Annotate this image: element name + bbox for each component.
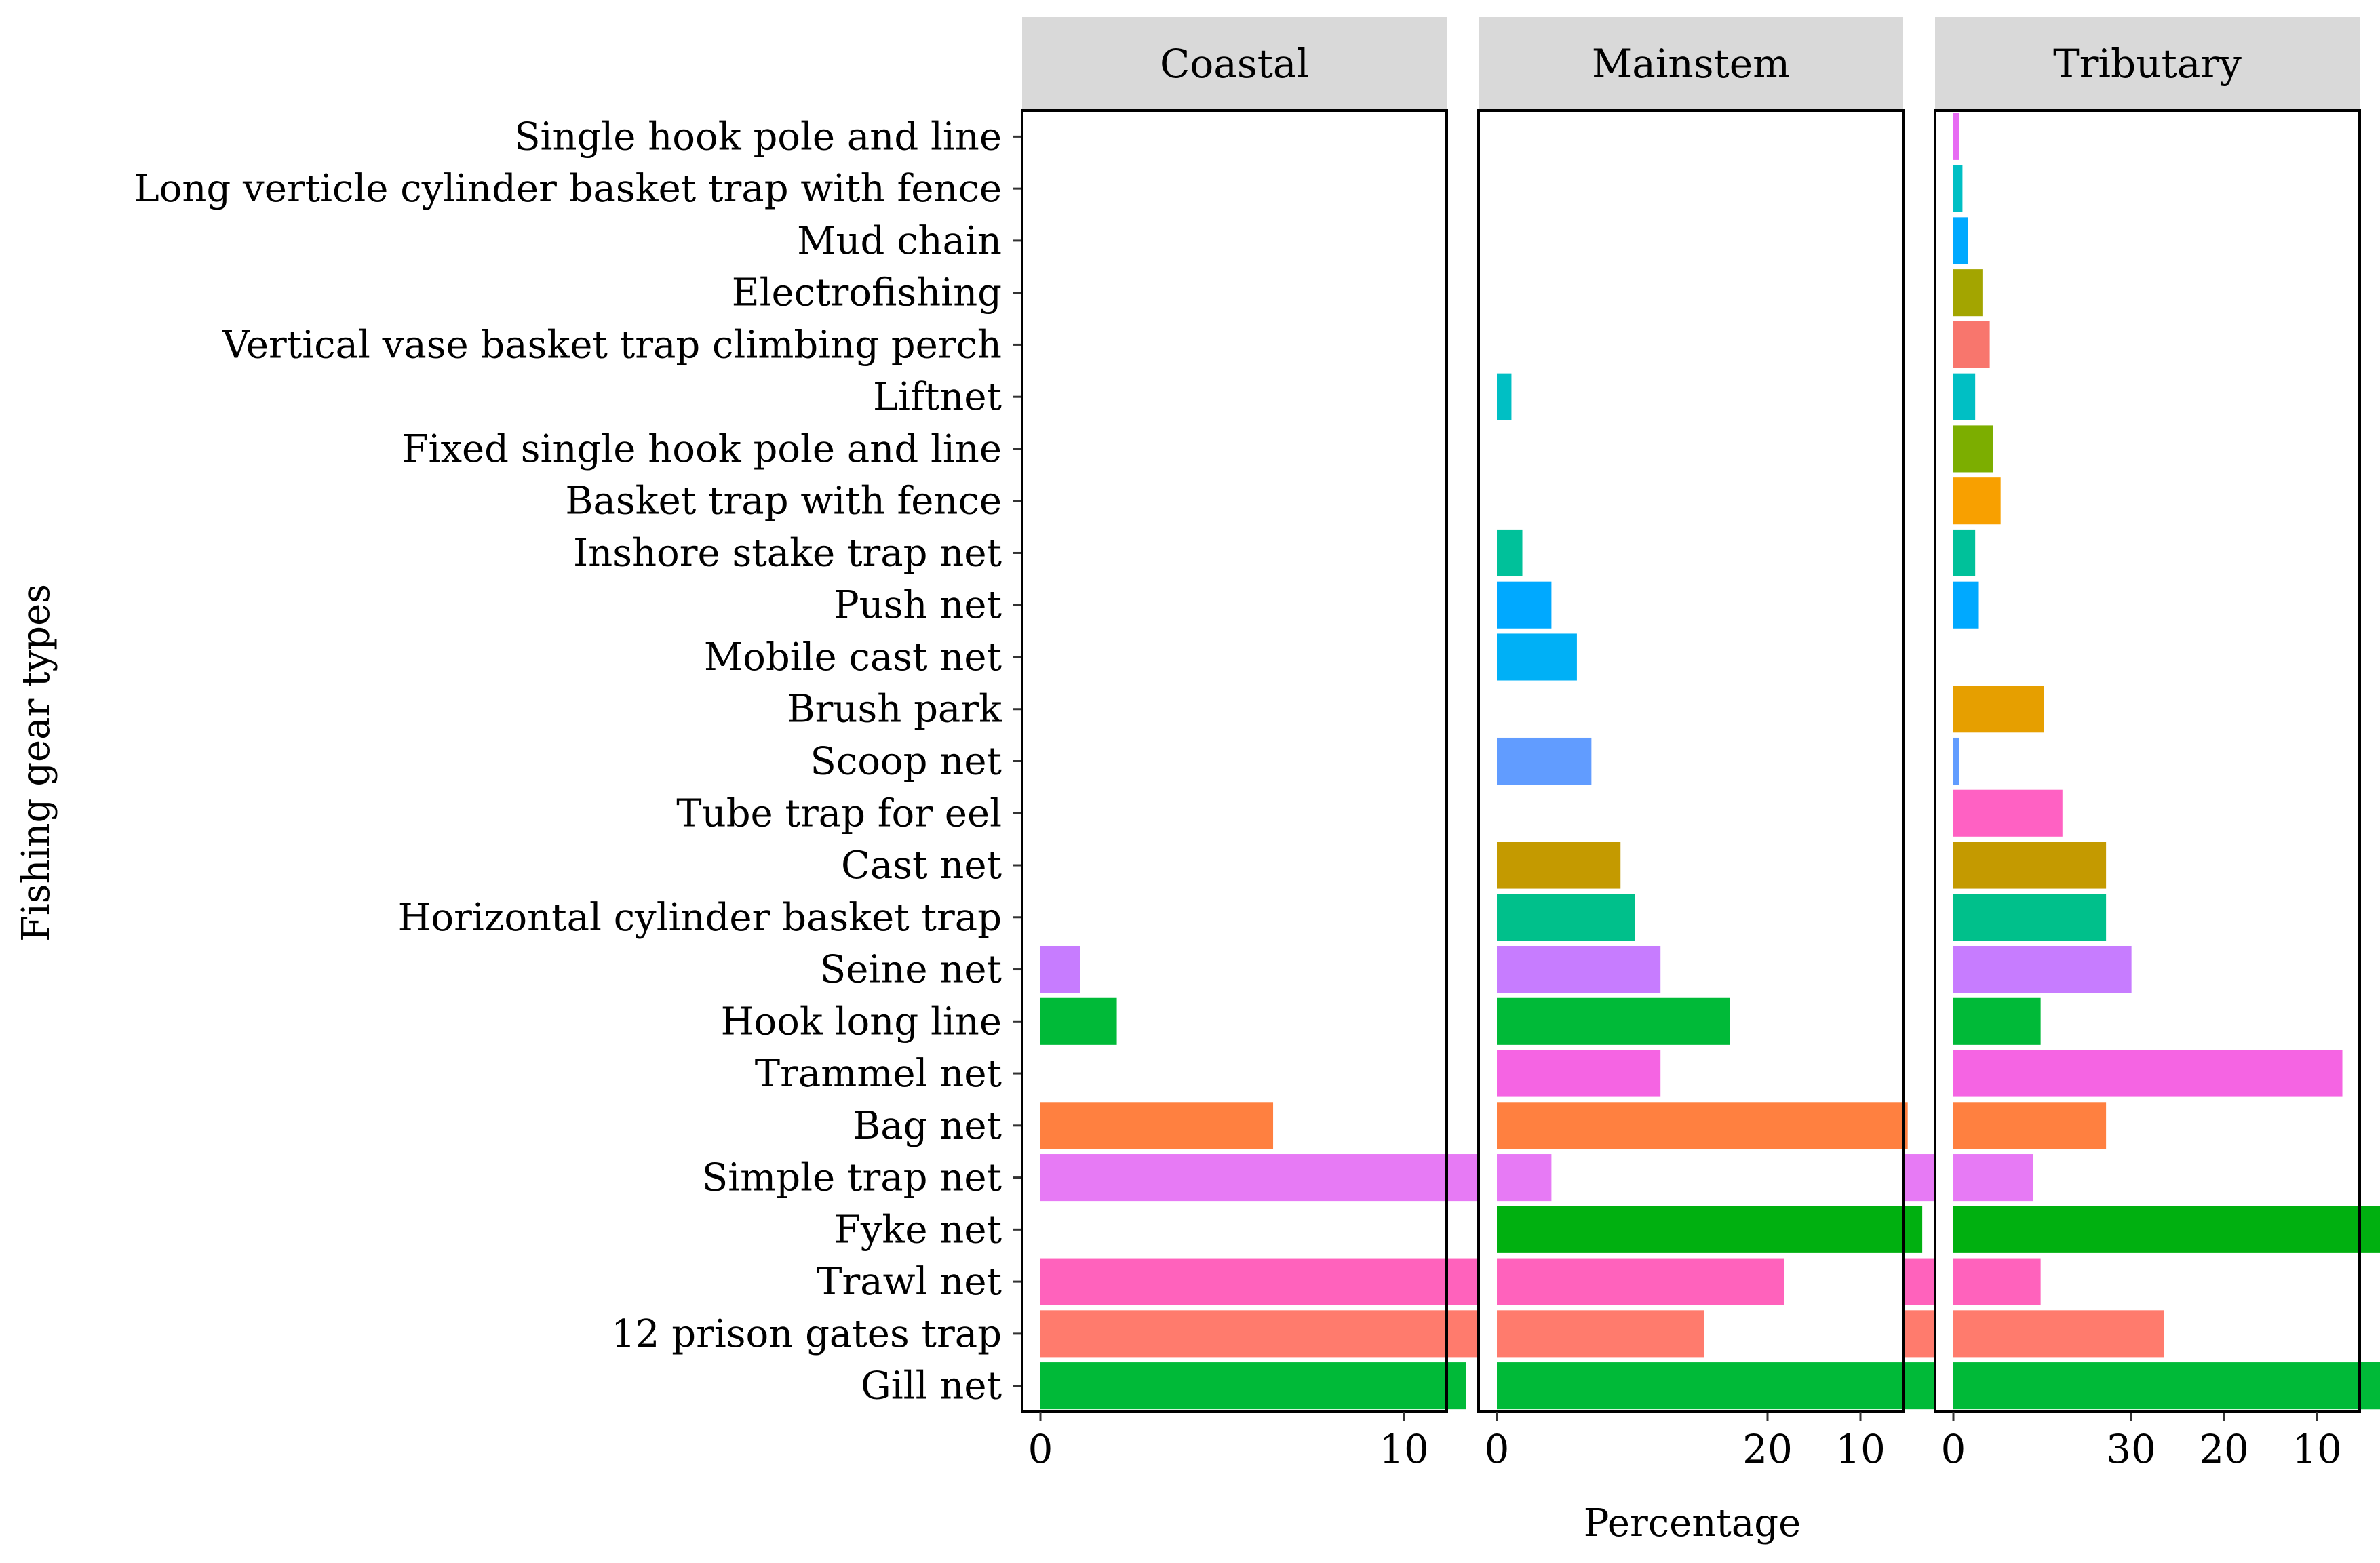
bar — [1040, 997, 1117, 1045]
panel-border — [1477, 109, 1905, 1413]
bar — [1497, 1258, 1784, 1305]
facet-strip — [1022, 17, 1447, 111]
bar — [1953, 269, 1983, 317]
bar — [1497, 373, 1512, 420]
bar — [1953, 1206, 2380, 1253]
bar — [1953, 997, 2041, 1045]
bar — [1953, 789, 2063, 837]
y-tick-label: Fyke net — [834, 1208, 1002, 1252]
bar — [1953, 842, 2107, 889]
x-tick-label: 10 — [2292, 1426, 2342, 1472]
bar — [1953, 477, 2001, 525]
panel-border — [1934, 109, 2361, 1413]
y-tick-label: Scoop net — [810, 740, 1002, 784]
y-tick-label: Gill net — [861, 1364, 1002, 1408]
y-axis-title: Fishing gear types — [14, 584, 58, 942]
x-tick-label: 0 — [1941, 1426, 1966, 1472]
bar — [1953, 1258, 2041, 1305]
bar — [1497, 633, 1577, 681]
y-tick-label: Mud chain — [797, 219, 1002, 263]
panel-background — [1022, 111, 1447, 1412]
y-tick-label: Horizontal cylinder basket trap — [398, 896, 1002, 940]
x-tick-label: 0 — [1028, 1426, 1053, 1472]
x-tick-label: 0 — [1485, 1426, 1510, 1472]
y-tick-label: Bag net — [853, 1104, 1002, 1148]
facet-label: Tributary — [2053, 41, 2242, 87]
y-tick-label: Seine net — [820, 948, 1002, 992]
x-axis-title: Percentage — [1584, 1501, 1801, 1545]
y-tick-label: Basket trap with fence — [565, 479, 1002, 523]
y-tick-label: Hook long line — [721, 1000, 1002, 1044]
bar — [1040, 1362, 1466, 1410]
bar — [1040, 1102, 1274, 1149]
y-tick-label: Cast net — [841, 844, 1002, 888]
bar — [1953, 945, 2132, 993]
bar — [1953, 165, 1963, 212]
x-tick-label: 30 — [2106, 1426, 2156, 1472]
bar — [1497, 945, 1661, 993]
y-tick-label: Vertical vase basket trap climbing perch — [222, 323, 1002, 367]
y-tick-label: Brush park — [787, 688, 1002, 732]
bar — [1953, 1050, 2343, 1097]
bar — [1497, 1050, 1661, 1097]
bar — [1953, 894, 2107, 941]
bar — [1953, 113, 1959, 160]
bar — [1953, 581, 1979, 629]
x-tick-label: 20 — [2199, 1426, 2249, 1472]
bar — [1953, 1310, 2164, 1358]
bar — [1497, 737, 1592, 785]
y-tick-label: Single hook pole and line — [514, 115, 1002, 159]
y-tick-label: Push net — [834, 583, 1002, 627]
bar — [1497, 997, 1730, 1045]
bar — [1953, 321, 1990, 368]
panel-border — [1021, 109, 1448, 1413]
bar — [1497, 894, 1635, 941]
bar — [1497, 1206, 1923, 1253]
bar — [1953, 529, 1976, 577]
y-tick-label: Simple trap net — [702, 1156, 1002, 1200]
bar — [1953, 1362, 2380, 1410]
y-tick-label: Inshore stake trap net — [573, 531, 1002, 575]
y-tick-label: Long verticle cylinder basket trap with … — [134, 167, 1002, 211]
y-tick-label: Liftnet — [873, 375, 1002, 419]
y-tick-label: Tube trap for eel — [676, 791, 1002, 835]
bar — [1953, 1102, 2107, 1149]
bar — [1953, 1154, 2033, 1202]
facet-label: Mainstem — [1592, 41, 1790, 87]
y-tick-label: 12 prison gates trap — [611, 1312, 1002, 1356]
facet-label: Coastal — [1160, 41, 1309, 87]
bar — [1040, 945, 1080, 993]
x-tick-label: 10 — [1835, 1426, 1886, 1472]
bar — [1497, 842, 1621, 889]
y-tick-label: Mobile cast net — [704, 635, 1002, 679]
bar — [1953, 425, 1993, 473]
bar — [1497, 581, 1552, 629]
bar — [1953, 737, 1959, 785]
y-tick-label: Electrofishing — [732, 271, 1002, 315]
bar — [1497, 1310, 1704, 1358]
bar — [1953, 217, 1968, 264]
facet-strip — [1479, 17, 1903, 111]
y-tick-label: Fixed single hook pole and line — [402, 427, 1002, 471]
y-tick-label: Trawl net — [817, 1260, 1002, 1304]
bar — [1953, 373, 1976, 420]
bar — [1497, 529, 1523, 577]
x-tick-label: 20 — [1742, 1426, 1793, 1472]
bar — [1497, 1102, 1908, 1149]
x-tick-label: 10 — [1379, 1426, 1429, 1472]
facet-strip — [1935, 17, 2360, 111]
bar — [1953, 686, 2044, 733]
y-tick-label: Trammel net — [755, 1052, 1002, 1096]
bar — [1497, 1154, 1552, 1202]
